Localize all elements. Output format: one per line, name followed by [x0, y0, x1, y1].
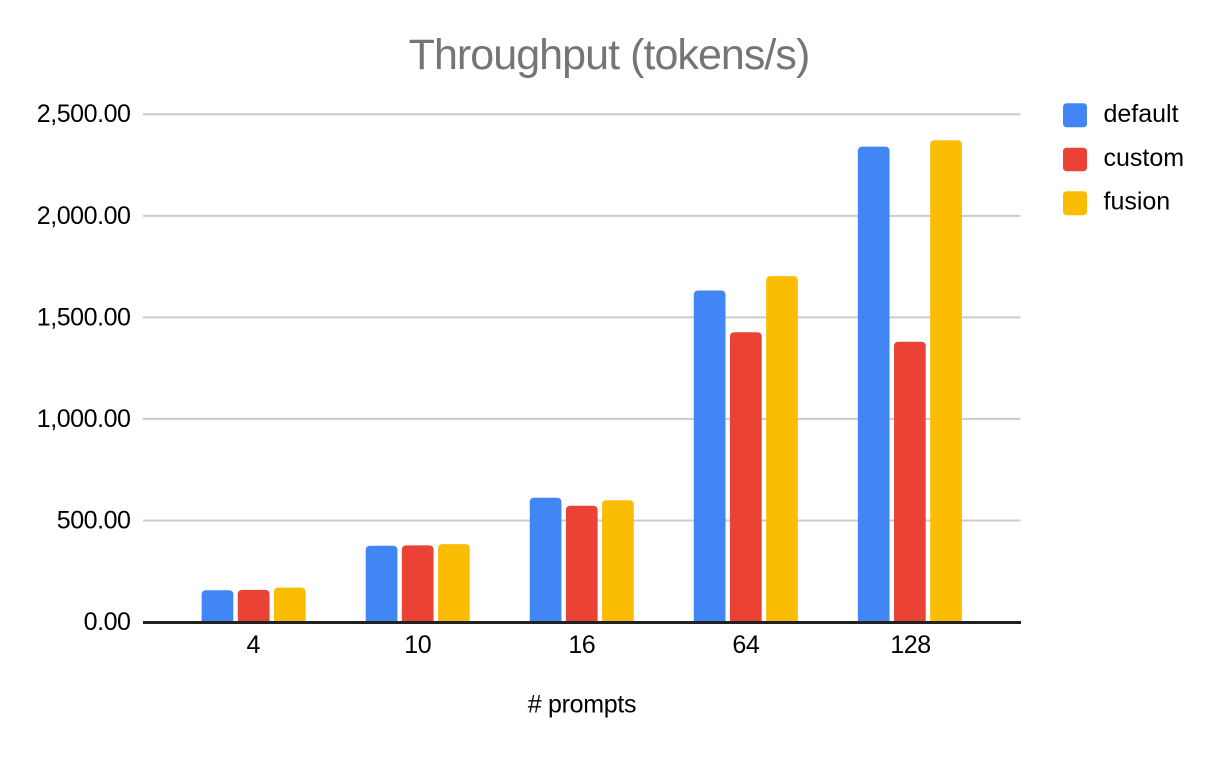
svg-text:fusion: fusion [1104, 188, 1171, 216]
svg-text:# prompts: # prompts [528, 691, 636, 719]
svg-text:2,000.00: 2,000.00 [37, 202, 131, 230]
svg-text:Throughput (tokens/s): Throughput (tokens/s) [409, 31, 810, 79]
svg-text:4: 4 [246, 631, 260, 659]
svg-text:default: default [1104, 100, 1179, 128]
svg-text:500.00: 500.00 [57, 506, 131, 534]
svg-text:10: 10 [404, 631, 431, 659]
svg-text:2,500.00: 2,500.00 [37, 100, 131, 128]
svg-text:0.00: 0.00 [84, 608, 131, 636]
svg-text:16: 16 [568, 631, 595, 659]
svg-text:64: 64 [732, 631, 759, 659]
svg-text:1,500.00: 1,500.00 [37, 303, 131, 331]
svg-text:128: 128 [890, 631, 930, 659]
svg-text:custom: custom [1104, 144, 1185, 172]
svg-text:1,000.00: 1,000.00 [37, 405, 131, 433]
